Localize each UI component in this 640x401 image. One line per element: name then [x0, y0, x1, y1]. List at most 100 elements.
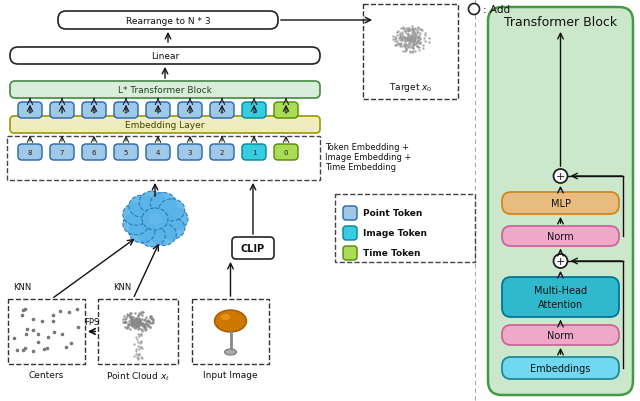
FancyBboxPatch shape	[502, 227, 619, 246]
FancyBboxPatch shape	[50, 145, 74, 160]
Point	[132, 318, 143, 324]
Point	[131, 346, 141, 352]
Point	[408, 42, 419, 48]
Point	[28, 316, 38, 322]
Point	[408, 27, 419, 34]
Point	[409, 42, 419, 49]
Point	[392, 39, 402, 45]
Text: 6: 6	[92, 150, 96, 156]
Point	[395, 32, 405, 38]
Point	[400, 49, 410, 55]
Point	[396, 42, 406, 49]
Point	[412, 40, 422, 46]
Point	[410, 26, 420, 32]
Point	[409, 38, 419, 45]
Text: 3: 3	[188, 108, 192, 114]
Point	[413, 38, 423, 45]
Point	[122, 313, 132, 320]
Point	[131, 318, 141, 324]
Point	[403, 45, 413, 51]
FancyBboxPatch shape	[10, 117, 320, 134]
Point	[143, 318, 153, 325]
Point	[33, 339, 43, 345]
Point	[136, 338, 146, 344]
FancyBboxPatch shape	[58, 12, 278, 30]
Point	[394, 35, 404, 42]
Text: +: +	[556, 172, 565, 182]
Point	[391, 43, 401, 49]
Point	[407, 26, 417, 33]
Point	[17, 312, 28, 319]
Text: Norm: Norm	[547, 330, 574, 340]
Text: : Add: : Add	[483, 5, 510, 15]
Point	[408, 27, 418, 33]
Point	[127, 315, 138, 322]
FancyBboxPatch shape	[146, 103, 170, 119]
Point	[134, 344, 145, 350]
Point	[125, 310, 136, 316]
Point	[132, 317, 142, 324]
Point	[121, 319, 131, 325]
Point	[130, 325, 140, 331]
Point	[133, 317, 143, 323]
Ellipse shape	[214, 310, 246, 332]
Point	[418, 43, 428, 49]
Point	[125, 322, 136, 328]
Point	[133, 318, 143, 324]
Point	[392, 32, 403, 39]
Point	[33, 330, 44, 337]
Point	[141, 326, 151, 332]
Point	[403, 32, 413, 39]
Point	[138, 316, 148, 322]
Point	[123, 322, 133, 328]
Point	[420, 32, 430, 39]
Point	[397, 31, 407, 38]
Point	[126, 313, 136, 319]
Point	[404, 41, 414, 47]
Point	[140, 316, 150, 323]
Point	[396, 25, 406, 32]
Point	[135, 317, 145, 323]
Text: 0: 0	[284, 108, 288, 114]
Point	[395, 44, 405, 50]
Point	[49, 328, 59, 335]
Point	[409, 30, 419, 36]
Point	[129, 320, 140, 327]
Point	[118, 316, 128, 322]
Point	[405, 37, 415, 44]
FancyBboxPatch shape	[242, 145, 266, 160]
Point	[391, 36, 401, 42]
Point	[132, 343, 143, 349]
Point	[118, 319, 129, 326]
Point	[134, 346, 144, 352]
Point	[413, 30, 423, 36]
Text: 0: 0	[284, 150, 288, 156]
Point	[406, 38, 416, 44]
Point	[141, 318, 152, 324]
Point	[403, 27, 413, 33]
Point	[410, 42, 420, 48]
FancyBboxPatch shape	[82, 103, 106, 119]
Point	[400, 43, 410, 50]
Point	[404, 35, 415, 41]
Point	[133, 316, 143, 323]
Point	[63, 310, 74, 316]
Point	[413, 26, 424, 32]
Point	[61, 344, 71, 350]
Ellipse shape	[225, 349, 237, 355]
Text: +: +	[556, 256, 565, 266]
Text: Centers: Centers	[29, 370, 64, 379]
Point	[414, 47, 424, 54]
Point	[403, 38, 413, 44]
Point	[413, 45, 424, 51]
Text: 2: 2	[220, 150, 224, 156]
Point	[413, 45, 423, 51]
Point	[132, 336, 142, 342]
Point	[406, 26, 417, 32]
Point	[125, 318, 136, 324]
Point	[125, 314, 136, 321]
Point	[403, 28, 413, 34]
Point	[401, 37, 411, 44]
Point	[120, 319, 130, 326]
Point	[133, 324, 143, 331]
